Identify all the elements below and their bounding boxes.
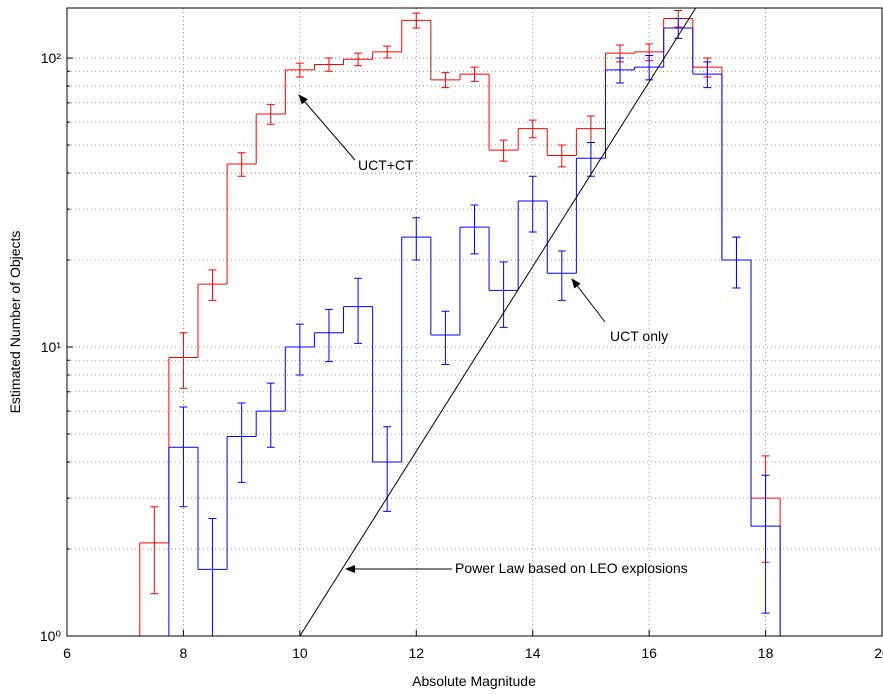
x-tick-label: 20	[874, 645, 883, 661]
error-bar	[266, 382, 275, 448]
x-tick-label: 16	[641, 645, 657, 661]
x-tick-label: 12	[408, 645, 424, 661]
error-bar	[586, 142, 595, 177]
x-tick-label: 6	[63, 645, 71, 661]
y-tick-label: 10⁰	[40, 628, 62, 644]
error-bar	[295, 62, 304, 78]
error-bar	[616, 57, 625, 84]
error-bar	[528, 175, 537, 233]
error-bar	[208, 269, 217, 301]
error-bar	[732, 236, 741, 289]
error-bar	[208, 518, 217, 636]
error-bar	[441, 310, 450, 366]
error-bar	[703, 61, 712, 89]
error-bar	[324, 308, 333, 363]
error-bar	[237, 402, 246, 483]
error-bar	[354, 277, 363, 344]
error-bar	[761, 474, 770, 614]
annotation: Power Law based on LEO explosions	[455, 560, 688, 576]
power-law-line	[299, 8, 697, 636]
x-tick-label: 14	[525, 645, 541, 661]
annotation: UCT+CT	[358, 157, 414, 173]
error-bar	[412, 12, 421, 29]
error-bar	[645, 55, 654, 81]
error-bar	[441, 72, 450, 89]
error-bar	[499, 139, 508, 162]
annotation-arrow	[571, 278, 606, 323]
error-bar	[324, 57, 333, 72]
error-bar	[412, 217, 421, 261]
annotation-arrow	[298, 94, 356, 161]
error-bar	[179, 332, 188, 389]
y-tick-label: 10²	[41, 50, 62, 66]
annotation: UCT only	[610, 328, 668, 344]
error-bar	[295, 323, 304, 376]
error-bar	[557, 250, 566, 301]
y-axis-label: Estimated Number of Objects	[7, 231, 23, 414]
y-tick-label: 10¹	[41, 339, 62, 355]
error-bar	[557, 144, 566, 168]
x-tick-label: 8	[180, 645, 188, 661]
error-bar	[470, 66, 479, 82]
error-bar	[150, 506, 159, 595]
error-bar	[383, 45, 392, 59]
x-tick-label: 18	[758, 645, 774, 661]
error-bar	[237, 152, 246, 177]
plot-area	[67, 8, 882, 636]
error-bar	[266, 104, 275, 125]
error-bar	[354, 52, 363, 67]
x-axis-label: Absolute Magnitude	[412, 673, 536, 689]
data-layer	[139, 8, 781, 636]
error-bar	[470, 204, 479, 255]
error-bar	[179, 406, 188, 508]
x-tick-label: 10	[292, 645, 308, 661]
error-bar	[528, 119, 537, 139]
plot-frame	[66, 7, 883, 637]
error-bar	[499, 261, 508, 328]
